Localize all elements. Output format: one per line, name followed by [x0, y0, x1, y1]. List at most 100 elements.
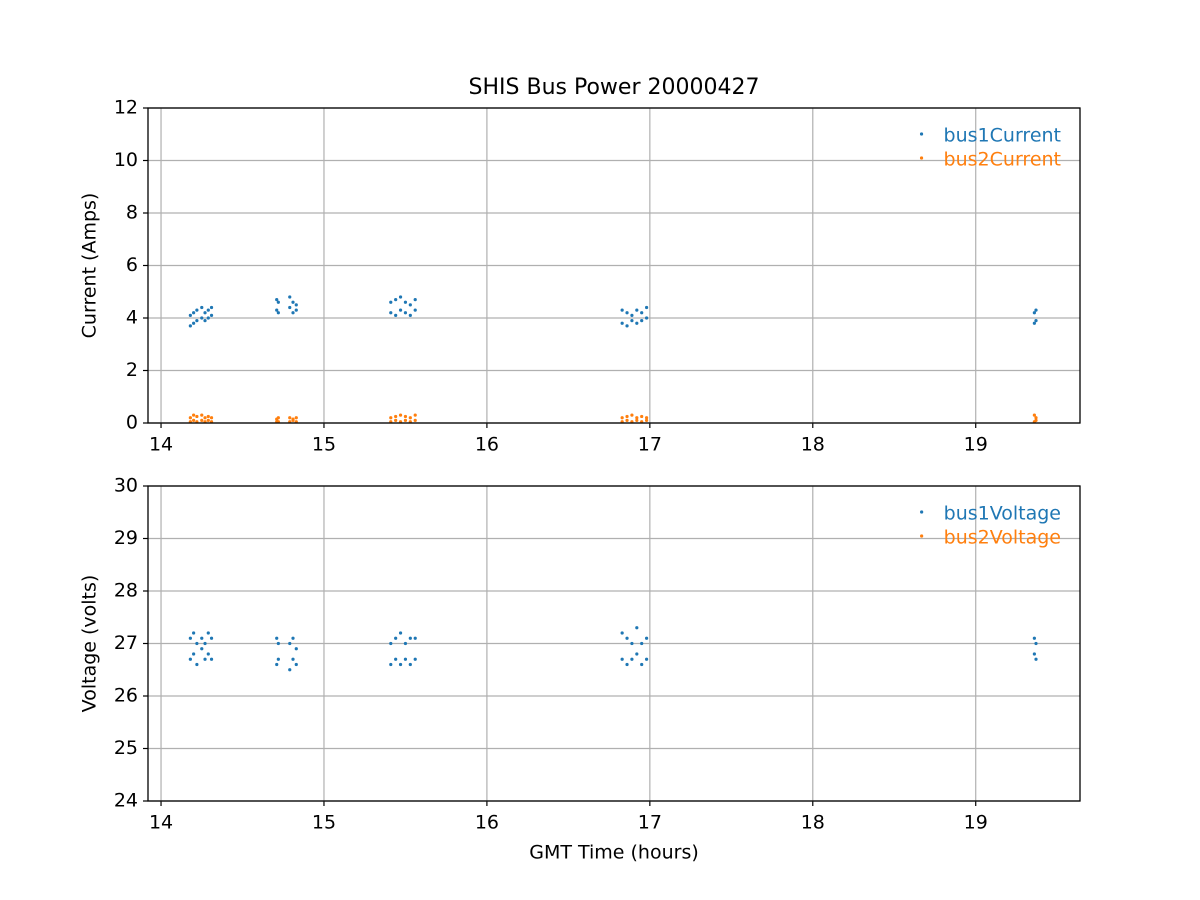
data-point [635, 321, 639, 325]
data-point [403, 657, 408, 661]
data-point [192, 631, 196, 635]
data-point [1034, 416, 1038, 420]
data-point [635, 626, 639, 630]
data-point [630, 657, 634, 661]
y-tick-label: 10 [114, 149, 138, 171]
data-point [630, 413, 634, 417]
x-tick-label: 16 [475, 434, 499, 456]
data-point [635, 416, 639, 420]
data-point [195, 641, 199, 646]
data-point [394, 313, 398, 317]
data-point [625, 324, 629, 328]
data-point [206, 631, 210, 635]
data-point [620, 416, 624, 420]
data-point [209, 657, 214, 661]
data-point [1034, 418, 1038, 422]
data-point [200, 305, 204, 310]
data-point [188, 313, 192, 317]
data-point [394, 636, 398, 640]
data-point [195, 319, 199, 323]
chart-title: SHIS Bus Power 20000427 [469, 75, 760, 100]
data-point [644, 305, 649, 310]
data-point [276, 311, 280, 315]
data-point [192, 321, 196, 325]
data-point [294, 647, 298, 651]
data-point [630, 313, 634, 317]
x-tick-label: 17 [638, 434, 662, 456]
data-point [294, 308, 298, 312]
data-point [625, 418, 629, 422]
x-tick-label: 15 [312, 812, 336, 834]
data-point [192, 418, 196, 422]
legend-label: bus1Current [944, 125, 1061, 147]
data-point [209, 636, 214, 640]
data-point [644, 657, 649, 661]
data-point [389, 300, 393, 304]
legend-marker [920, 534, 924, 538]
data-point [209, 313, 214, 317]
data-point [640, 662, 644, 667]
data-point [288, 416, 292, 420]
data-point [206, 316, 210, 320]
data-point [635, 652, 639, 656]
data-point [644, 636, 649, 640]
data-point [413, 413, 417, 417]
data-point [291, 636, 295, 640]
data-point [620, 631, 624, 635]
data-point [1034, 657, 1038, 661]
x-tick-label: 19 [964, 812, 988, 834]
x-tick-label: 14 [149, 812, 173, 834]
data-point [195, 414, 199, 419]
data-point [408, 313, 412, 317]
data-point [389, 311, 393, 315]
data-point [635, 308, 639, 312]
x-tick-label: 17 [638, 812, 662, 834]
data-point [389, 662, 393, 667]
data-point [389, 416, 393, 420]
data-point [203, 319, 207, 323]
data-point [630, 319, 634, 323]
data-point [408, 416, 412, 420]
data-point [275, 636, 279, 640]
data-point [398, 295, 403, 299]
data-point [188, 657, 192, 661]
data-point [188, 636, 192, 640]
data-point [1034, 319, 1038, 323]
x-axis-label: GMT Time (hours) [529, 842, 699, 864]
data-point [188, 324, 192, 328]
y-tick-label: 28 [114, 580, 138, 602]
data-point [288, 668, 292, 672]
legend-marker [919, 132, 924, 136]
legend-label: bus1Voltage [944, 503, 1061, 525]
data-point [403, 414, 408, 419]
data-point [1034, 641, 1038, 646]
data-point [276, 641, 280, 646]
data-point [275, 308, 279, 312]
x-tick-label: 19 [964, 434, 988, 456]
data-point [294, 416, 298, 420]
legend-marker [920, 510, 924, 514]
data-point [200, 636, 204, 640]
data-point [288, 641, 292, 646]
data-point [192, 652, 196, 656]
data-point [276, 300, 280, 304]
data-point [413, 298, 417, 302]
data-point [288, 305, 292, 310]
data-point [1034, 308, 1038, 312]
data-point [275, 662, 279, 667]
data-point [1032, 311, 1036, 315]
data-point [620, 308, 624, 312]
data-point [640, 414, 644, 419]
data-point [394, 414, 398, 419]
data-point [398, 631, 403, 635]
y-tick-label: 30 [114, 475, 138, 497]
data-point [408, 303, 412, 307]
y-tick-label: 12 [114, 97, 138, 119]
data-point [209, 416, 214, 420]
data-point [644, 316, 649, 320]
data-point [398, 308, 403, 312]
data-point [394, 298, 398, 302]
data-point [206, 414, 210, 419]
data-point [276, 657, 280, 661]
